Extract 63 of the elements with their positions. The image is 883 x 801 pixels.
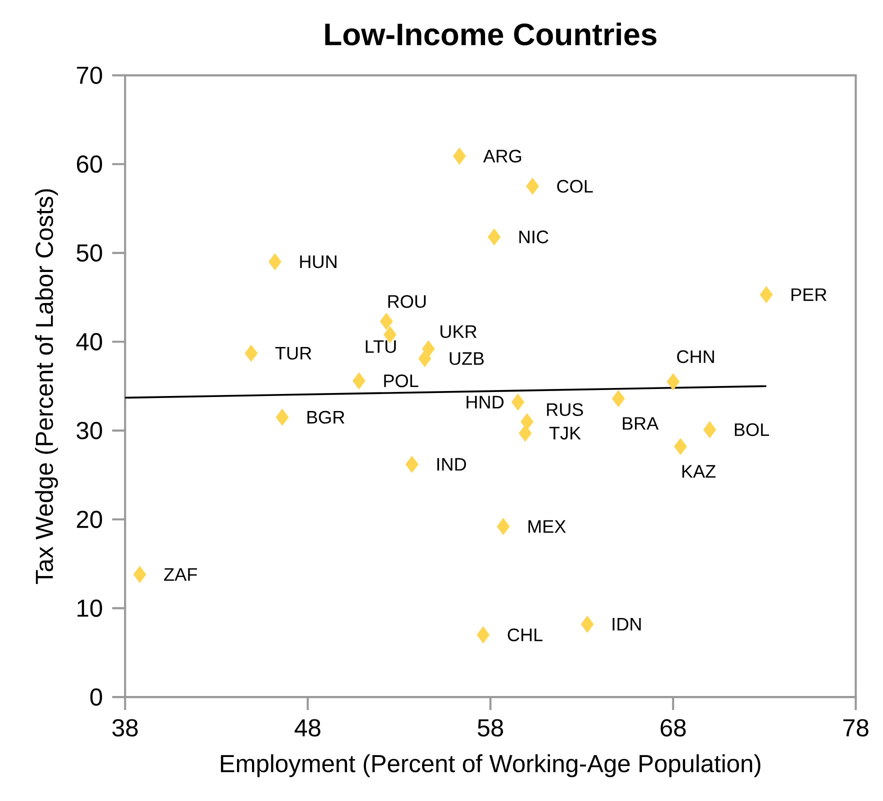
point xyxy=(244,345,258,362)
annotation: TJK xyxy=(549,426,581,440)
point xyxy=(703,421,716,438)
point xyxy=(674,438,687,455)
point xyxy=(352,372,366,390)
x-tick-label: 48 xyxy=(294,719,320,737)
point xyxy=(488,228,500,246)
point xyxy=(418,350,432,367)
y-tick-label: 30 xyxy=(76,422,102,440)
annotation: UKR xyxy=(440,325,477,338)
x-axis-title: Employment (Percent of Working-Age Population) xyxy=(220,754,760,778)
annotation: IDN xyxy=(612,618,641,630)
annotation: LTU xyxy=(366,340,396,353)
point xyxy=(760,286,773,303)
annotation: TUR xyxy=(275,346,312,360)
point xyxy=(511,394,524,410)
x-tick-label: 58 xyxy=(478,719,504,737)
annotation: NIC xyxy=(519,230,548,244)
y-tick-label: 70 xyxy=(76,66,102,84)
annotation: POL xyxy=(384,374,418,388)
point xyxy=(520,413,534,430)
annotation: CHN xyxy=(677,350,714,364)
point xyxy=(268,254,282,270)
y-axis-title: Tax Wedge (Percent of Labor Costs) xyxy=(35,189,58,584)
x-tick-label: 38 xyxy=(112,719,138,737)
point xyxy=(518,424,532,442)
annotation: ZAF xyxy=(164,568,197,581)
y-tick-label: 10 xyxy=(78,600,102,617)
annotation: BGR xyxy=(307,410,344,424)
annotation: UZB xyxy=(450,352,484,365)
chart-title: Low-Income Countries xyxy=(325,22,656,46)
point xyxy=(422,340,435,358)
annotation: MEX xyxy=(528,520,566,533)
annotation: ROU xyxy=(388,295,426,308)
point xyxy=(453,148,466,164)
annotation: RUS xyxy=(547,403,583,416)
y-tick-label: 20 xyxy=(76,510,102,528)
annotation: PER xyxy=(792,288,826,301)
y-tick-label: 0 xyxy=(90,688,102,706)
annotation: BOL xyxy=(734,423,770,436)
annotation: HUN xyxy=(300,255,336,268)
annotation: IND xyxy=(437,458,466,471)
y-tick-label: 40 xyxy=(76,333,102,350)
x-tick-label: 78 xyxy=(843,719,868,737)
annotation: COL xyxy=(557,180,593,193)
point xyxy=(276,408,289,426)
point xyxy=(526,178,539,195)
annotation: ARG xyxy=(483,150,522,162)
annotation: BRA xyxy=(622,417,659,430)
annotation: CHL xyxy=(508,628,543,642)
annotation: KAZ xyxy=(682,465,716,478)
point xyxy=(666,373,680,390)
point xyxy=(496,518,510,535)
point xyxy=(612,390,625,407)
point xyxy=(133,566,146,583)
x-tick-label: 68 xyxy=(660,719,686,737)
point xyxy=(406,456,418,473)
point xyxy=(380,313,393,330)
y-tick-label: 60 xyxy=(76,155,102,173)
annotation: HND xyxy=(466,396,504,408)
point xyxy=(580,616,594,632)
y-tick-label: 50 xyxy=(76,244,102,262)
point xyxy=(476,626,490,644)
